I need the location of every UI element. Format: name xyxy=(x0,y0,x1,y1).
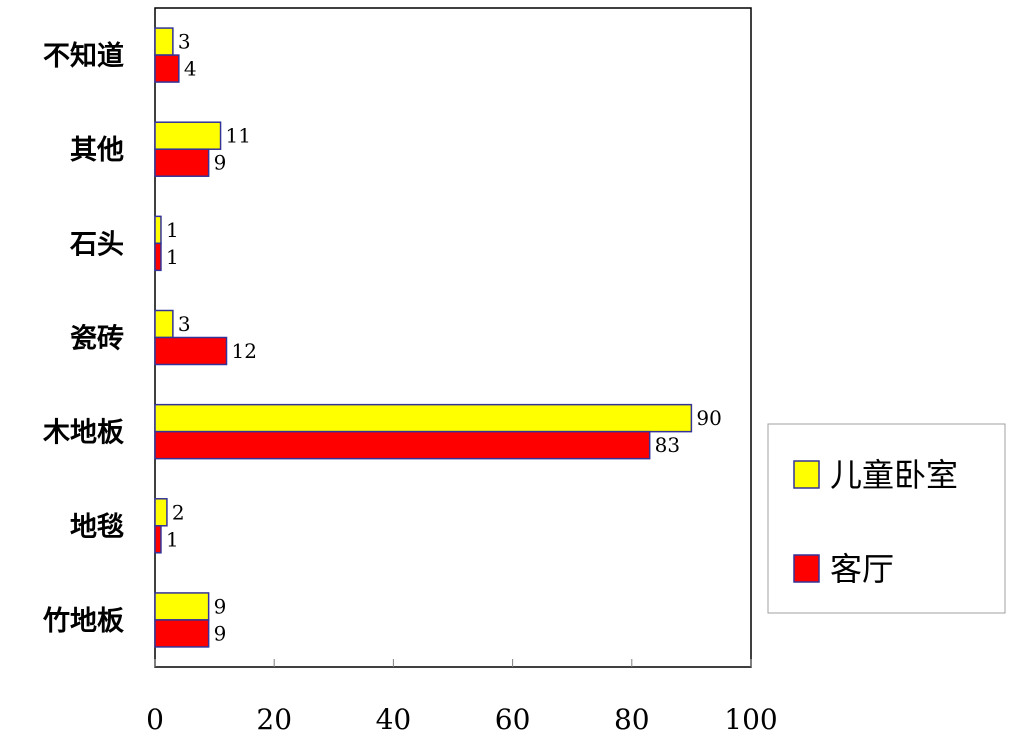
bar-children-bedroom xyxy=(154,309,174,339)
x-tick-label: 60 xyxy=(495,703,531,736)
x-tick-label: 0 xyxy=(146,703,164,736)
x-tick-label: 80 xyxy=(614,703,650,736)
x-tick-label: 100 xyxy=(724,703,777,736)
data-label-children-bedroom: 3 xyxy=(178,30,191,54)
bar-children-bedroom xyxy=(154,27,174,56)
legend-swatch-children-bedroom xyxy=(793,460,820,489)
bar-children-bedroom xyxy=(154,121,222,150)
category-label: 瓷砖 xyxy=(70,324,124,355)
legend-label-living-room: 客厅 xyxy=(830,550,894,588)
data-label-children-bedroom: 3 xyxy=(178,312,191,336)
category-label: 不知道 xyxy=(43,40,124,72)
legend-swatch-living-room xyxy=(793,554,820,583)
category-label: 石头 xyxy=(69,229,124,260)
data-label-living-room: 9 xyxy=(214,151,227,175)
x-tick-label: 20 xyxy=(256,703,292,736)
bar-living-room xyxy=(154,430,651,460)
data-label-children-bedroom: 1 xyxy=(166,218,179,242)
bar-living-room xyxy=(154,54,180,83)
data-label-living-room: 12 xyxy=(232,339,257,363)
bar-children-bedroom xyxy=(154,498,168,527)
bar-living-room xyxy=(154,619,210,648)
data-label-children-bedroom: 9 xyxy=(214,594,227,618)
legend-label-children-bedroom: 儿童卧室 xyxy=(830,456,958,494)
category-label: 其他 xyxy=(70,135,124,166)
bar-living-room xyxy=(154,525,162,554)
data-label-living-room: 1 xyxy=(166,527,179,551)
x-tick-label: 40 xyxy=(376,703,412,736)
data-label-living-room: 1 xyxy=(166,245,179,269)
data-label-living-room: 83 xyxy=(655,433,680,457)
plot-area xyxy=(154,7,752,668)
category-label: 木地板 xyxy=(42,418,124,449)
bars xyxy=(154,27,693,648)
x-axis: 0 20 40 60 80 100 xyxy=(146,659,778,736)
data-label-living-room: 4 xyxy=(184,57,197,81)
data-label-children-bedroom: 2 xyxy=(172,500,185,524)
bar-living-room xyxy=(154,148,210,177)
data-label-children-bedroom: 90 xyxy=(696,406,721,430)
data-label-children-bedroom: 11 xyxy=(226,124,251,148)
bar-children-bedroom xyxy=(154,592,210,621)
bar-children-bedroom xyxy=(154,215,162,245)
category-label: 竹地板 xyxy=(42,605,124,637)
bar-living-room xyxy=(154,336,228,366)
legend: 儿童卧室 客厅 xyxy=(767,423,1006,614)
bar-children-bedroom xyxy=(154,403,693,433)
category-label: 地毯 xyxy=(70,511,124,543)
bar-living-room xyxy=(154,242,162,272)
data-label-living-room: 9 xyxy=(214,621,227,645)
